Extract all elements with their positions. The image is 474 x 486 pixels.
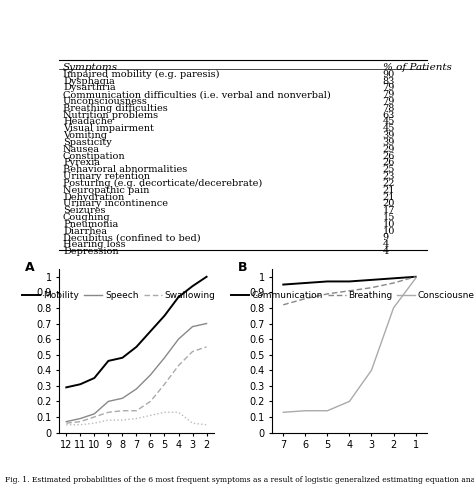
Text: Urinary incontinence: Urinary incontinence <box>63 199 168 208</box>
Text: Diarrhea: Diarrhea <box>63 226 107 236</box>
Text: 29: 29 <box>383 145 395 154</box>
Legend: Communication, Breathing, Consciousness: Communication, Breathing, Consciousness <box>228 288 474 304</box>
Text: 79: 79 <box>383 84 395 92</box>
Text: Urinary retention: Urinary retention <box>63 172 150 181</box>
Text: 90: 90 <box>383 70 395 79</box>
Text: 4: 4 <box>383 247 389 256</box>
Text: 20: 20 <box>383 199 395 208</box>
Text: 10: 10 <box>383 226 395 236</box>
Text: 21: 21 <box>383 192 395 202</box>
Text: 23: 23 <box>383 172 395 181</box>
Text: Unconsciousness: Unconsciousness <box>63 97 148 106</box>
Legend: Mobility, Speech, Swallowing: Mobility, Speech, Swallowing <box>19 288 219 304</box>
Text: 45: 45 <box>383 124 395 133</box>
Text: Nausea: Nausea <box>63 145 100 154</box>
Text: A: A <box>25 261 35 274</box>
Text: 63: 63 <box>383 111 395 120</box>
Text: 39: 39 <box>383 131 395 140</box>
Text: Posturing (e.g. decorticate/decerebrate): Posturing (e.g. decorticate/decerebrate) <box>63 179 262 188</box>
Text: Pneumonia: Pneumonia <box>63 220 118 229</box>
Text: 25: 25 <box>383 165 395 174</box>
Text: Hearing loss: Hearing loss <box>63 240 126 249</box>
Text: B: B <box>238 261 248 274</box>
Text: Coughing: Coughing <box>63 213 110 222</box>
Text: 21: 21 <box>383 186 395 195</box>
Text: 17: 17 <box>383 206 395 215</box>
Text: 39: 39 <box>383 138 395 147</box>
Text: 26: 26 <box>383 152 395 160</box>
Text: Vomiting: Vomiting <box>63 131 107 140</box>
Text: 4: 4 <box>383 240 389 249</box>
Text: 26: 26 <box>383 158 395 167</box>
Text: Nutrition problems: Nutrition problems <box>63 111 158 120</box>
Text: 79: 79 <box>383 97 395 106</box>
Text: 10: 10 <box>383 220 395 229</box>
Text: % of Patients: % of Patients <box>383 63 451 72</box>
Text: Behavioral abnormalities: Behavioral abnormalities <box>63 165 187 174</box>
Text: Decubitus (confined to bed): Decubitus (confined to bed) <box>63 233 201 243</box>
Text: Symptoms: Symptoms <box>63 63 118 72</box>
Text: Visual impairment: Visual impairment <box>63 124 154 133</box>
Text: 45: 45 <box>383 118 395 126</box>
Text: 83: 83 <box>383 77 395 86</box>
Text: Neuropathic pain: Neuropathic pain <box>63 186 149 195</box>
Text: 15: 15 <box>383 213 395 222</box>
Text: Depression: Depression <box>63 247 118 256</box>
Text: 22: 22 <box>383 179 395 188</box>
Text: Fig. 1. Estimated probabilities of the 6 most frequent symptoms as a result of l: Fig. 1. Estimated probabilities of the 6… <box>5 476 474 484</box>
Text: Dysphagia: Dysphagia <box>63 77 115 86</box>
Text: Dehydration: Dehydration <box>63 192 124 202</box>
Text: Breathing difficulties: Breathing difficulties <box>63 104 168 113</box>
Text: Spasticity: Spasticity <box>63 138 112 147</box>
Text: 78: 78 <box>383 104 395 113</box>
Text: Impaired mobility (e.g. paresis): Impaired mobility (e.g. paresis) <box>63 70 219 79</box>
Text: Dysarthria: Dysarthria <box>63 84 116 92</box>
Text: Headache: Headache <box>63 118 112 126</box>
Text: 9: 9 <box>383 233 389 243</box>
Text: Constipation: Constipation <box>63 152 126 160</box>
Text: Pyrexia: Pyrexia <box>63 158 100 167</box>
Text: Seizures: Seizures <box>63 206 105 215</box>
Text: 79: 79 <box>383 90 395 99</box>
Text: Communication difficulties (i.e. verbal and nonverbal): Communication difficulties (i.e. verbal … <box>63 90 331 99</box>
